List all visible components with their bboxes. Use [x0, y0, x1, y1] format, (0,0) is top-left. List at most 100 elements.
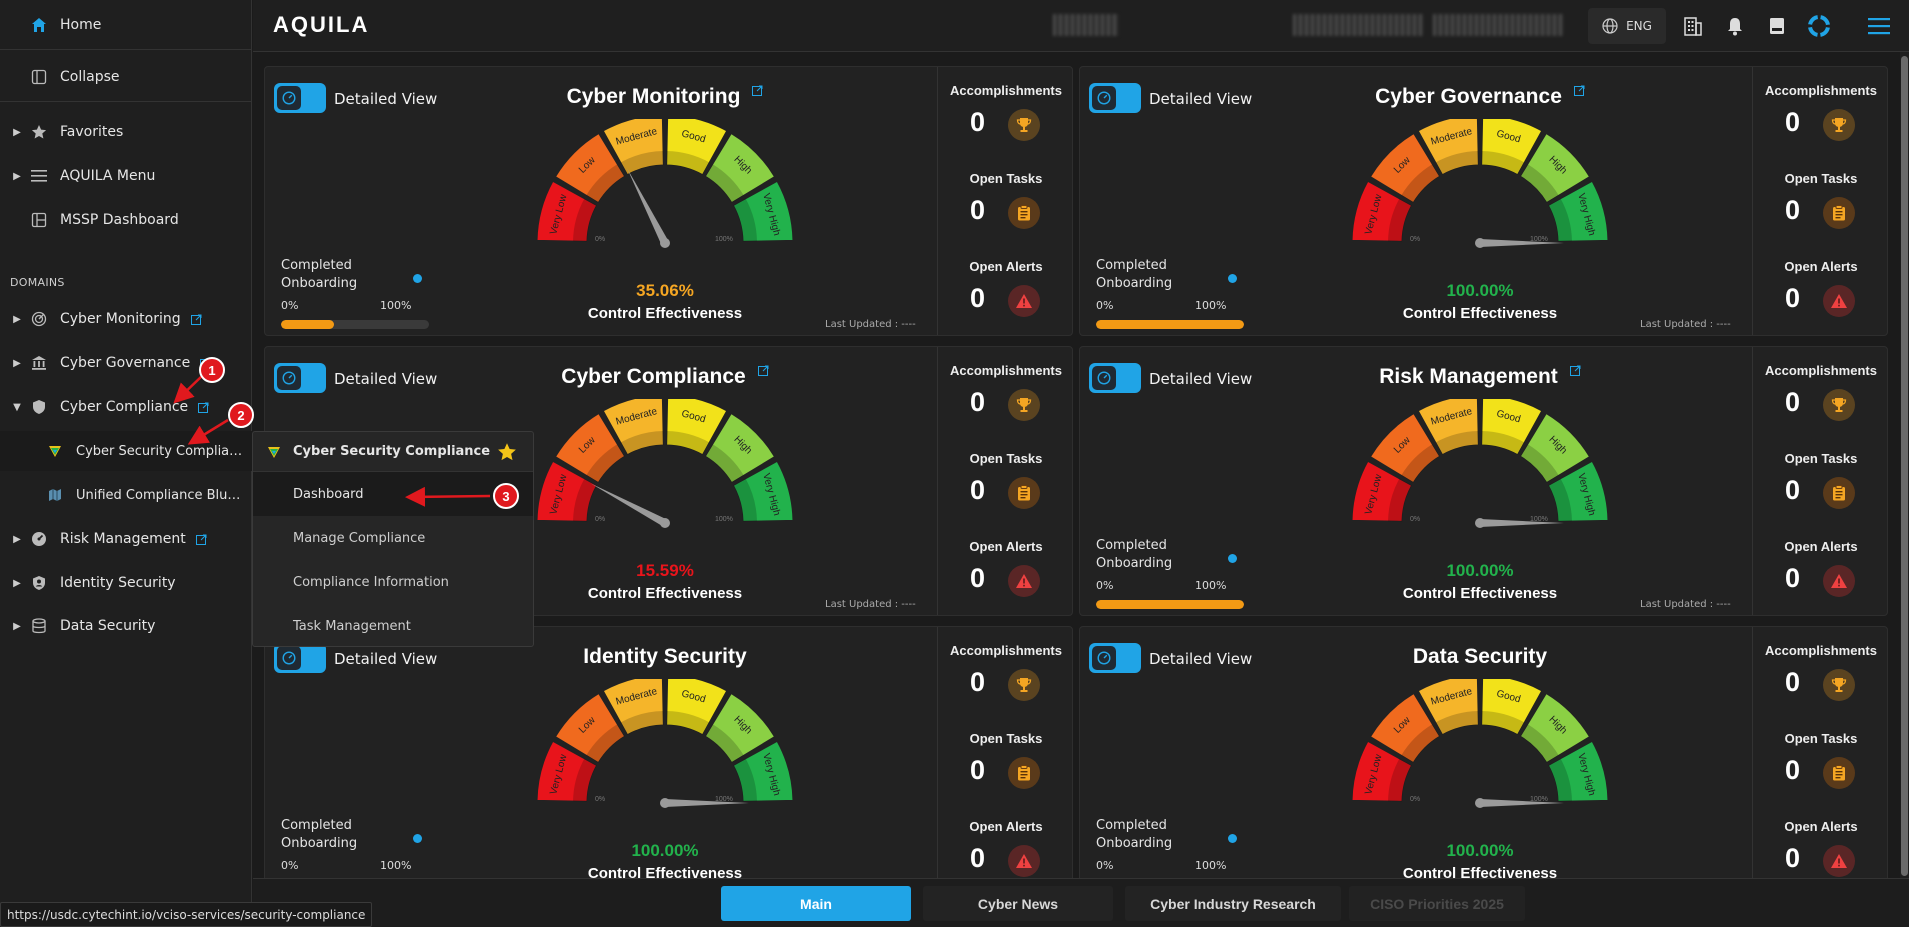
open-alerts-count: 0: [970, 563, 986, 593]
accomplishments-metric[interactable]: Accomplishments 0: [938, 627, 1074, 715]
popup-item-manage-compliance[interactable]: Manage Compliance: [293, 530, 426, 546]
open-tasks-metric[interactable]: Open Tasks 0: [938, 155, 1074, 243]
gauge-min-label: 0%: [1410, 236, 1420, 243]
trophy-icon: [1016, 118, 1032, 132]
gauge-segment-very-low: [536, 180, 598, 242]
clipboard-icon: [1018, 205, 1030, 221]
open-tasks-metric[interactable]: Open Tasks 0: [1753, 715, 1889, 803]
external-link-icon[interactable]: [195, 534, 207, 545]
popup-item-task-management[interactable]: Task Management: [293, 618, 411, 634]
external-link-icon[interactable]: [190, 314, 202, 325]
speedometer-icon: [277, 646, 301, 670]
language-selector[interactable]: ENG: [1588, 8, 1666, 44]
sidebar-item-favorites[interactable]: ▶ Favorites: [0, 112, 252, 152]
gauge-segment-high: [704, 412, 776, 484]
alert-badge: [1823, 565, 1855, 597]
popup-item-compliance-information[interactable]: Compliance Information: [293, 574, 449, 590]
detailed-view-toggle[interactable]: [1089, 643, 1141, 673]
open-alerts-metric[interactable]: Open Alerts 0: [1753, 523, 1889, 611]
accomplishments-metric[interactable]: Accomplishments 0: [938, 67, 1074, 155]
sidebar-collapse[interactable]: Collapse: [0, 52, 252, 102]
sidebar-item-identity-security[interactable]: ▶ Identity Security: [0, 563, 252, 603]
open-tasks-label: Open Tasks: [969, 731, 1043, 746]
accomplishments-metric[interactable]: Accomplishments 0: [938, 347, 1074, 435]
sidebar-item-data-security[interactable]: ▶ Data Security: [0, 606, 252, 646]
redacted-text: [1293, 14, 1423, 36]
open-alerts-metric[interactable]: Open Alerts 0: [938, 803, 1074, 878]
progress-max-label: 100%: [380, 299, 412, 312]
tab-cyber-industry-research[interactable]: Cyber Industry Research: [1125, 886, 1341, 921]
caret-right-icon: ▶: [13, 313, 21, 325]
book-icon[interactable]: [1765, 14, 1789, 38]
hamburger-menu-icon[interactable]: [1867, 14, 1891, 38]
info-icon[interactable]: [413, 274, 422, 283]
detailed-view-toggle[interactable]: [1089, 83, 1141, 113]
menu-icon: [28, 165, 50, 187]
gauge-segment-moderate: [602, 394, 664, 456]
gauge-segment-very-high: [1547, 180, 1609, 242]
detailed-view-toggle[interactable]: [274, 83, 326, 113]
sidebar-item-risk-management[interactable]: ▶ Risk Management: [0, 519, 252, 559]
open-tasks-metric[interactable]: Open Tasks 0: [938, 715, 1074, 803]
open-tasks-metric[interactable]: Open Tasks 0: [1753, 435, 1889, 523]
sidebar-subitem-unified-compliance-blueprint[interactable]: Unified Compliance Blue...: [0, 475, 252, 515]
external-link-icon[interactable]: [752, 85, 763, 96]
accomplishments-metric[interactable]: Accomplishments 0: [1753, 67, 1889, 155]
detailed-view-toggle[interactable]: [1089, 363, 1141, 393]
user-shield-icon: [28, 572, 50, 594]
open-tasks-metric[interactable]: Open Tasks 0: [1753, 155, 1889, 243]
sidebar-item-cyber-monitoring[interactable]: ▶ Cyber Monitoring: [0, 299, 252, 339]
card-title-text: Cyber Governance: [1375, 85, 1562, 108]
external-link-icon[interactable]: [198, 402, 209, 413]
trophy-icon: [1016, 678, 1032, 692]
sidebar-item-mssp-dashboard[interactable]: MSSP Dashboard: [0, 200, 252, 240]
sidebar-item-cyber-compliance[interactable]: ▼ Cyber Compliance: [0, 387, 252, 427]
gauge-segment-low: [1369, 412, 1441, 484]
gauge-needle: [665, 799, 749, 807]
onboarding-progress-bar: [1096, 320, 1244, 329]
open-alerts-metric[interactable]: Open Alerts 0: [1753, 803, 1889, 878]
trophy-icon: [1831, 118, 1847, 132]
external-link-icon[interactable]: [757, 365, 769, 376]
annotation-badge-3: 3: [493, 483, 519, 509]
aquila-logo[interactable]: AQUILA: [273, 12, 370, 37]
alert-triangle-icon: [1831, 294, 1847, 308]
detailed-view-toggle[interactable]: [274, 363, 326, 393]
external-link-icon[interactable]: [1573, 85, 1585, 96]
gauge-segment-very-low: [1351, 180, 1413, 242]
open-alerts-metric[interactable]: Open Alerts 0: [1753, 243, 1889, 331]
sidebar-item-home[interactable]: Home: [0, 0, 252, 50]
main-scrollbar[interactable]: [1900, 52, 1909, 878]
open-tasks-label: Open Tasks: [969, 451, 1043, 466]
open-alerts-metric[interactable]: Open Alerts 0: [938, 523, 1074, 611]
control-effectiveness-label: Control Effectiveness: [587, 585, 743, 602]
gauge-needle: [590, 483, 667, 527]
gauge-min-label: 0%: [1410, 516, 1420, 523]
effectiveness-percent: 35.06%: [636, 281, 694, 300]
info-icon[interactable]: [413, 834, 422, 843]
completed-onboarding-label: Completed Onboarding: [281, 818, 358, 851]
popup-header: Cyber Security Compliance: [253, 432, 533, 472]
accomplishments-metric[interactable]: Accomplishments 0: [1753, 347, 1889, 435]
info-icon[interactable]: [1228, 274, 1237, 283]
completed-onboarding-label: Completed Onboarding: [1096, 818, 1173, 851]
external-link-icon[interactable]: [1569, 365, 1581, 376]
radar-icon: [28, 308, 50, 330]
bell-icon[interactable]: [1723, 14, 1747, 38]
detailed-view-toggle[interactable]: [274, 643, 326, 673]
popup-item-dashboard[interactable]: Dashboard: [253, 472, 533, 516]
gauge-max-label: 100%: [715, 236, 733, 243]
building-icon[interactable]: [1681, 14, 1705, 38]
tab-main[interactable]: Main: [721, 886, 911, 921]
favorite-star-icon[interactable]: [497, 442, 517, 462]
open-alerts-metric[interactable]: Open Alerts 0: [938, 243, 1074, 331]
tab-cyber-news[interactable]: Cyber News: [923, 886, 1113, 921]
info-icon[interactable]: [1228, 834, 1237, 843]
sidebar-item-aquila-menu[interactable]: ▶ AQUILA Menu: [0, 156, 252, 196]
trophy-icon: [1016, 398, 1032, 412]
open-tasks-metric[interactable]: Open Tasks 0: [938, 435, 1074, 523]
info-icon[interactable]: [1228, 554, 1237, 563]
accomplishments-metric[interactable]: Accomplishments 0: [1753, 627, 1889, 715]
tab-ciso-priorities[interactable]: CISO Priorities 2025: [1349, 886, 1525, 921]
support-lifebuoy-icon[interactable]: [1807, 14, 1831, 38]
